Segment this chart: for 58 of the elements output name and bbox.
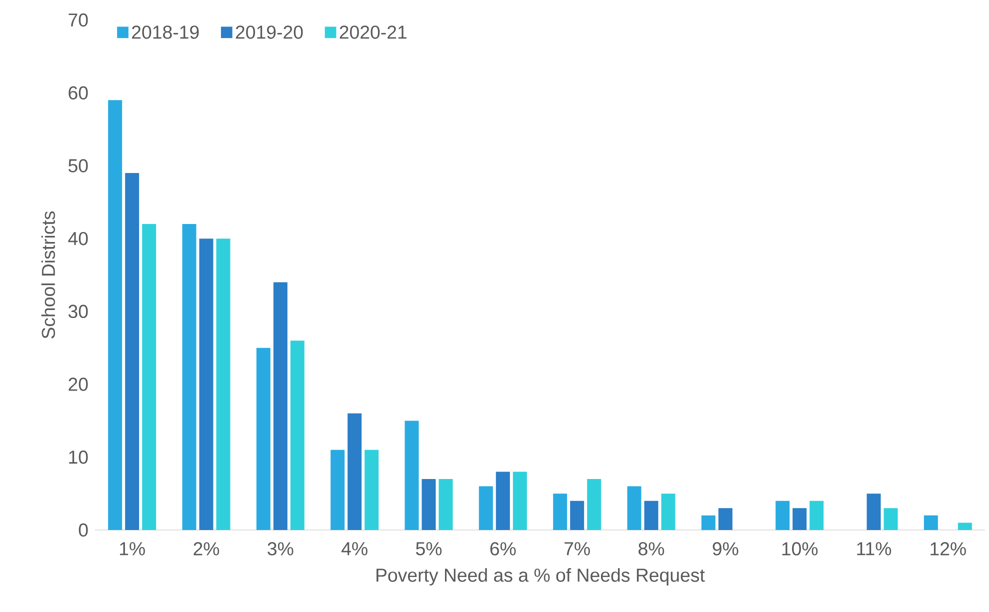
bar (644, 500, 658, 530)
bar (884, 508, 898, 530)
bar (182, 224, 196, 530)
bar (570, 500, 584, 530)
bar (364, 450, 379, 530)
bar (125, 173, 140, 530)
bar (701, 515, 716, 530)
bar (216, 238, 230, 530)
bar (553, 494, 568, 530)
bar (924, 515, 938, 530)
bar (256, 348, 270, 530)
bar (199, 238, 214, 530)
bar (478, 486, 493, 530)
x-tick-label: 9% (712, 542, 738, 556)
x-tick-label: 10% (782, 542, 818, 556)
bar (792, 508, 807, 530)
y-tick-label: 0 (78, 523, 88, 537)
x-tick-label: 8% (638, 542, 664, 556)
bar (587, 479, 602, 530)
bar (438, 479, 453, 530)
legend-label: 2020-21 (340, 26, 406, 39)
y-tick-label: 20 (68, 378, 88, 391)
bar (958, 522, 972, 530)
bar (866, 494, 881, 530)
x-tick-label: 4% (342, 542, 368, 556)
x-axis-title: Poverty Need as a % of Needs Request (376, 568, 705, 586)
x-tick-label: 3% (268, 542, 294, 556)
bar (108, 100, 122, 530)
legend-label: 2019-20 (236, 26, 303, 39)
x-tick-label: 6% (490, 542, 516, 556)
bar (627, 486, 642, 530)
x-tick-label: 7% (564, 542, 590, 556)
bar (348, 413, 362, 530)
y-tick-label: 30 (68, 304, 88, 318)
bar (810, 500, 824, 530)
bar (330, 450, 345, 530)
x-tick-label: 1% (120, 542, 145, 556)
bar (273, 282, 288, 530)
bar (776, 500, 790, 530)
bar (718, 508, 732, 530)
bar (512, 472, 527, 530)
y-tick-label: 10 (69, 450, 88, 464)
bar (422, 479, 436, 530)
y-tick-label: 50 (68, 159, 88, 172)
x-tick-label: 5% (416, 542, 442, 556)
x-tick-label: 11% (857, 542, 892, 556)
legend-label: 2018-19 (132, 26, 199, 39)
y-axis-title: School Districts (41, 211, 56, 338)
x-tick-label: 12% (930, 542, 966, 556)
y-tick-label: 70 (68, 13, 88, 27)
y-tick-label: 60 (68, 86, 88, 100)
y-tick-label: 40 (68, 232, 88, 246)
bar (142, 224, 156, 530)
x-tick-label: 2% (194, 542, 220, 556)
bar (290, 340, 304, 530)
bar (404, 420, 419, 530)
bar (496, 472, 510, 530)
bar (661, 494, 676, 530)
